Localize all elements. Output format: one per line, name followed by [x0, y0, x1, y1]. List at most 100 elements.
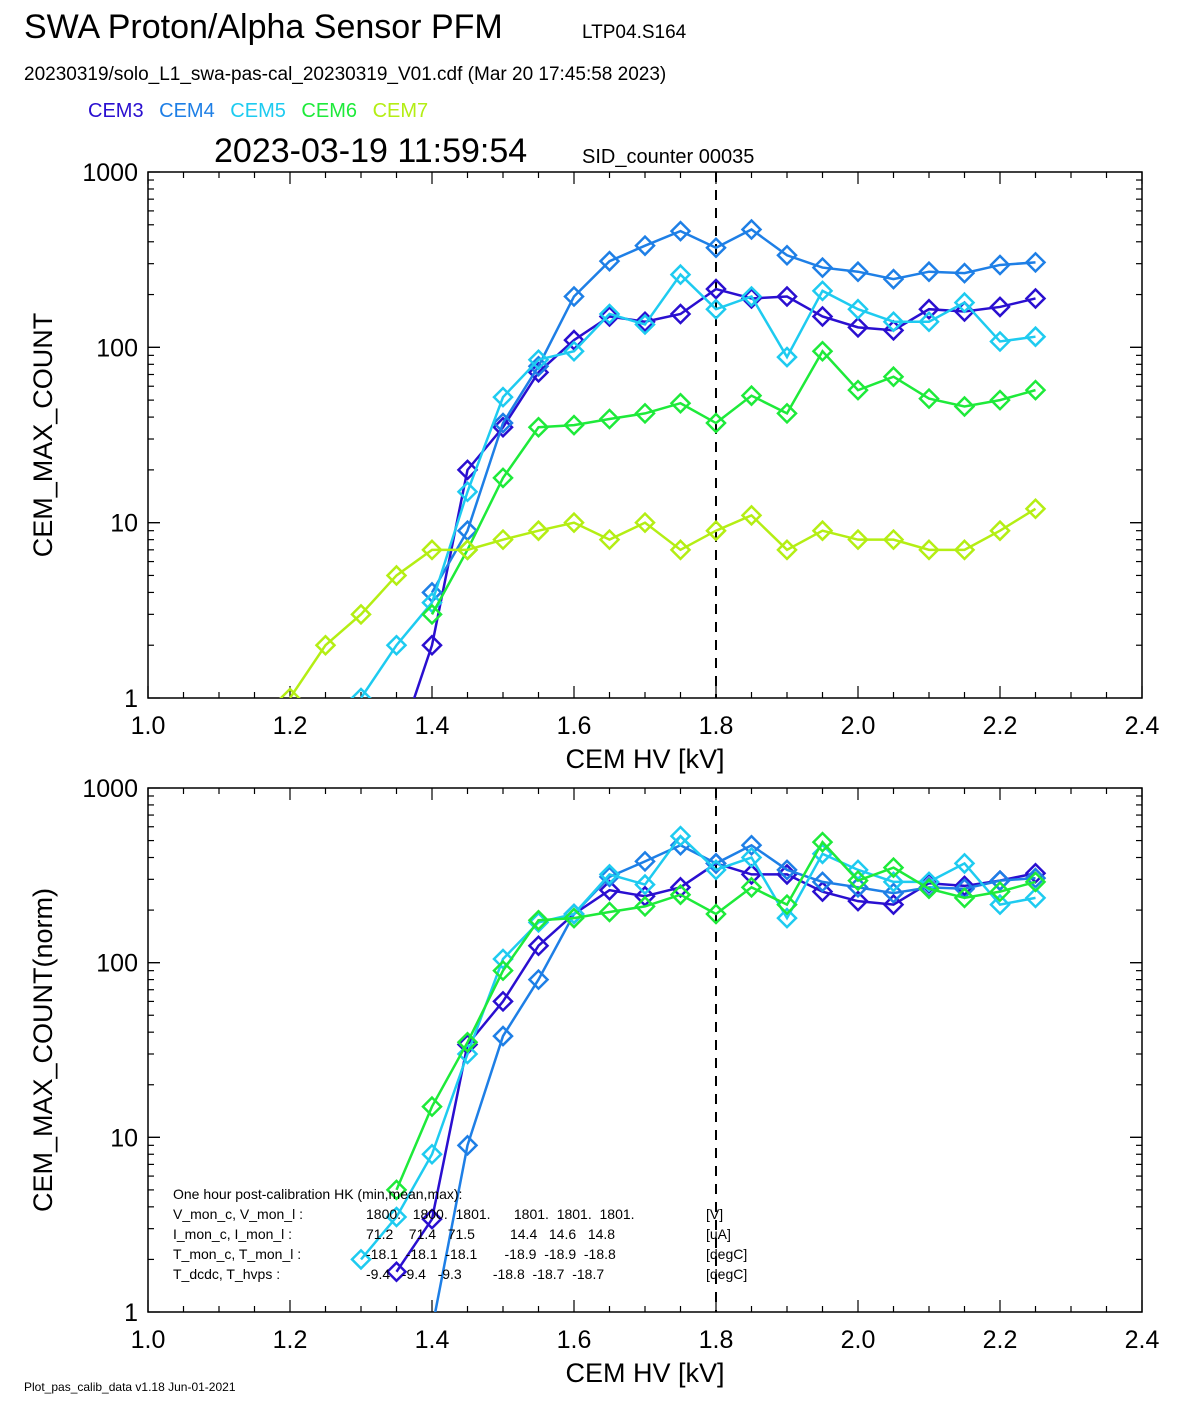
data-point-cem6 [598, 901, 621, 923]
data-point-cem6 [563, 907, 585, 929]
data-point-cem6 [1024, 379, 1047, 401]
data-point-cem7 [598, 528, 621, 551]
data-point-cem5 [705, 298, 727, 320]
x-tick-label: 1.6 [557, 712, 592, 740]
plot-frame [147, 171, 1143, 699]
series-line-cem6 [430, 349, 1036, 615]
data-point-cem6 [527, 416, 550, 439]
data-point-cem7 [350, 603, 372, 626]
data-point-cem5 [953, 291, 976, 314]
data-point-cem3 [811, 305, 834, 328]
data-point-cem3 [1024, 287, 1047, 310]
series-group [350, 825, 1047, 1312]
x-tick-label: 1.4 [415, 712, 450, 740]
sensor-id: LTP04.S164 [582, 22, 687, 43]
data-point-cem5 [492, 948, 514, 970]
legend: CEM3 CEM4 CEM5 CEM6 CEM7 [88, 100, 438, 123]
data-point-cem5 [705, 859, 727, 881]
x-tick-label: 1.2 [273, 1326, 308, 1354]
hk-row-label: I_mon_c, I_mon_l : [173, 1226, 292, 1242]
data-point-cem5 [1024, 325, 1047, 348]
data-point-cem4 [740, 218, 763, 241]
data-point-cem4 [563, 285, 585, 308]
data-point-cem4 [598, 866, 621, 888]
data-point-cem7 [421, 539, 443, 561]
data-point-cem5 [563, 903, 585, 925]
data-point-cem6 [953, 395, 976, 418]
y-tick-label: 1 [124, 685, 138, 713]
data-point-cem6 [989, 880, 1011, 903]
data-point-cem5 [634, 873, 656, 896]
data-point-cem7 [882, 528, 905, 551]
data-point-cem6 [776, 893, 798, 916]
x-tick-label: 1.2 [273, 712, 308, 740]
data-point-cem3 [385, 1260, 408, 1283]
series-group [279, 218, 1047, 760]
series-line-cem4 [433, 843, 1036, 1312]
data-point-cem5 [492, 386, 514, 408]
data-point-cem5 [918, 310, 940, 333]
data-point-cem3 [847, 316, 869, 339]
data-point-cem3 [634, 310, 656, 333]
data-point-cem6 [527, 909, 550, 931]
y-tick-label: 10 [110, 510, 138, 538]
hk-row-unit: [V] [706, 1206, 723, 1222]
data-point-cem3 [388, 742, 406, 760]
data-point-cem3 [527, 934, 550, 957]
series-line-cem5 [359, 272, 1036, 698]
x-tick-label: 2.2 [983, 1326, 1018, 1354]
data-point-cem6 [918, 877, 940, 900]
data-point-cem4 [989, 254, 1011, 276]
data-point-cem3 [492, 416, 514, 439]
data-point-cem6 [705, 412, 727, 434]
data-point-cem5 [421, 591, 443, 614]
series-line-cem3 [412, 287, 1036, 698]
data-point-cem4 [811, 256, 834, 279]
data-point-cem3 [421, 634, 443, 656]
x-axis-label: CEM HV [kV] [565, 1358, 724, 1388]
data-point-cem6 [776, 402, 798, 425]
data-point-cem5 [598, 303, 621, 325]
data-point-cem7 [740, 504, 763, 527]
data-point-cem4 [527, 968, 550, 991]
data-point-cem7 [918, 539, 940, 561]
y-tick-label: 1 [124, 1299, 138, 1327]
data-point-cem6 [953, 887, 976, 909]
data-point-cem6 [989, 389, 1011, 411]
x-tick-label: 1.0 [131, 1326, 166, 1354]
x-tick-label: 2.2 [983, 712, 1018, 740]
data-point-cem5 [385, 1206, 408, 1228]
legend-item-cem6: CEM6 [301, 100, 357, 122]
data-point-cem6 [598, 408, 621, 430]
data-point-cem4 [1024, 867, 1047, 889]
data-point-cem3 [740, 863, 763, 886]
hk-row-values: -18.1 -18.1 -18.1 -18.9 -18.9 -18.8 [366, 1246, 616, 1262]
data-point-cem7 [811, 519, 834, 542]
data-point-cem5 [776, 346, 798, 368]
data-point-cem6 [740, 384, 763, 407]
plot-frame [147, 787, 1143, 1313]
data-point-cem3 [882, 893, 905, 916]
data-point-cem5 [669, 825, 692, 847]
y-axis-label: CEM_MAX_COUNT(norm) [28, 888, 58, 1212]
data-point-cem5 [740, 285, 763, 308]
data-point-cem6 [385, 1179, 408, 1201]
data-point-cem3 [598, 879, 621, 901]
data-point-cem5 [882, 310, 905, 333]
data-point-cem6 [1024, 871, 1047, 893]
data-point-cem5 [847, 298, 869, 320]
legend-item-cem4: CEM4 [159, 100, 215, 122]
data-point-cem6 [811, 831, 834, 853]
data-point-cem7 [669, 539, 692, 561]
hk-row-unit: [uA] [706, 1226, 731, 1242]
data-point-cem4 [456, 1134, 479, 1157]
sid-counter: SID_counter 00035 [582, 146, 755, 168]
data-point-cem7 [314, 634, 337, 656]
y-tick-label: 1000 [82, 159, 138, 187]
data-point-cem6 [669, 392, 692, 414]
data-point-cem5 [563, 340, 585, 363]
data-point-cem4 [882, 882, 905, 904]
chart-panel-1: 1.0 1.2 1.4 1.6 1.8 2.0 2.2 2.4 1 10 100 1000 CEM HV… [28, 159, 1159, 774]
data-point-cem5 [918, 871, 940, 893]
